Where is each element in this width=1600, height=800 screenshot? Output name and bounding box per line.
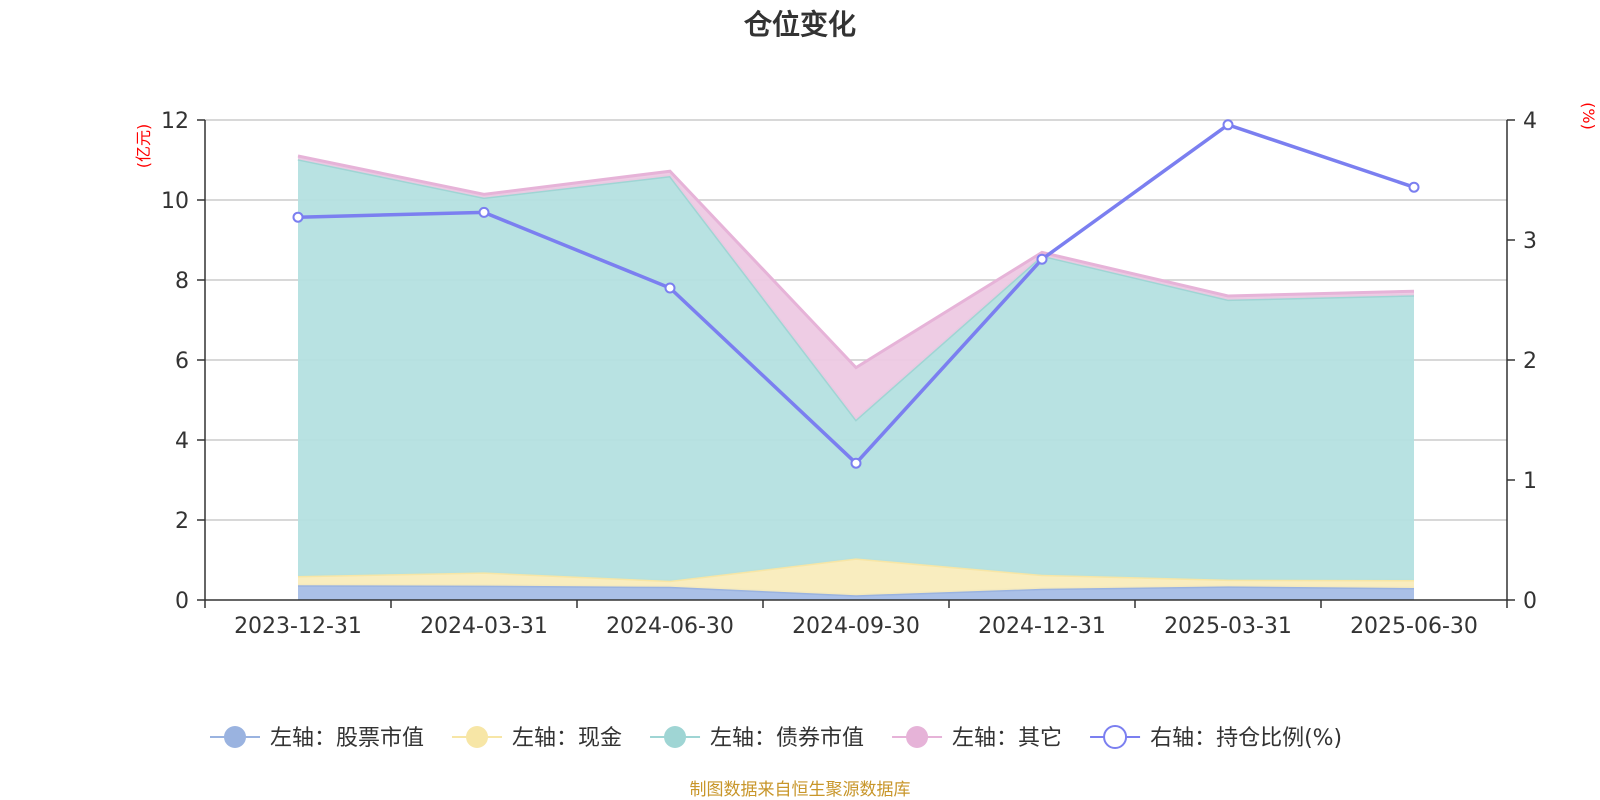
holding-ratio-point <box>478 206 490 218</box>
holding-ratio-point <box>1408 181 1420 193</box>
left-tick-label: 12 <box>161 109 189 134</box>
holding-ratio-point <box>1222 119 1234 131</box>
stacked-areas <box>297 154 1415 600</box>
x-tick-label: 2024-09-30 <box>792 614 920 639</box>
x-tick-label: 2025-06-30 <box>1350 614 1478 639</box>
right-tick-label: 3 <box>1523 229 1537 254</box>
data-source-note: 制图数据来自恒生聚源数据库 <box>690 780 911 800</box>
left-tick-label: 10 <box>161 189 189 214</box>
holding-ratio-line <box>292 119 1420 469</box>
left-tick-label: 8 <box>175 269 189 294</box>
legend-label-3: 左轴：其它 <box>952 726 1062 751</box>
legend-label-4: 右轴：持仓比例(%) <box>1150 726 1342 751</box>
holding-ratio-point <box>850 457 862 469</box>
x-tick-label: 2024-06-30 <box>606 614 734 639</box>
legend-marker-0 <box>224 726 246 748</box>
holding-ratio-point <box>664 282 676 294</box>
area-series-1 <box>298 558 1414 596</box>
left-tick-label: 6 <box>175 349 189 374</box>
right-tick-label: 1 <box>1523 469 1537 494</box>
legend-marker-2 <box>664 726 687 748</box>
legend-label-1: 左轴：现金 <box>512 726 622 751</box>
x-tick-label: 2024-03-31 <box>420 614 548 639</box>
right-tick-label: 2 <box>1523 349 1537 374</box>
left-axis-unit: (亿元) <box>134 124 153 169</box>
area-series-edge-3 <box>297 154 1415 370</box>
x-tick-label: 2024-12-31 <box>978 614 1106 639</box>
legend-label-0: 左轴：股票市值 <box>270 726 424 751</box>
left-tick-label: 2 <box>175 509 189 534</box>
right-tick-label: 4 <box>1523 109 1537 134</box>
legend-marker-4 <box>1103 725 1128 749</box>
legend-marker-3 <box>906 726 929 748</box>
legend: 左轴：股票市值 左轴：现金 左轴：债券市值 左轴：其它 右轴：持仓比例(%) <box>210 725 1342 751</box>
area-series-2 <box>298 159 1414 581</box>
right-axis-unit: (%) <box>1579 102 1598 130</box>
left-tick-label: 0 <box>175 589 189 614</box>
holding-ratio-point <box>292 211 304 223</box>
left-tick-label: 4 <box>175 429 189 454</box>
chart-title: 仓位变化 <box>744 8 856 41</box>
holding-ratio-point <box>1036 253 1048 265</box>
legend-label-2: 左轴：债券市值 <box>710 726 864 751</box>
x-tick-label: 2023-12-31 <box>234 614 362 639</box>
right-tick-label: 0 <box>1523 589 1537 614</box>
legend-marker-1 <box>466 726 489 748</box>
x-tick-label: 2025-03-31 <box>1164 614 1292 639</box>
